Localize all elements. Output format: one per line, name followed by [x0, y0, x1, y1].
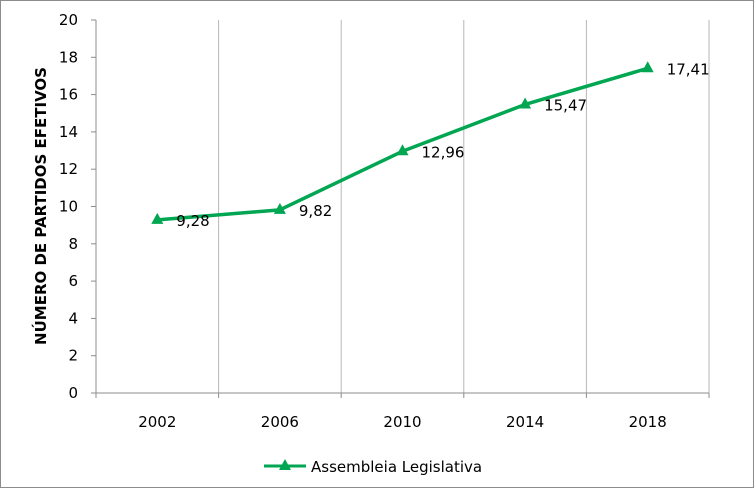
- legend-label: Assembleia Legislativa: [311, 458, 482, 476]
- data-labels: 9,28 9,82 12,96 15,47 17,41: [176, 60, 709, 230]
- x-tick-label: 2014: [506, 413, 544, 431]
- legend-marker-icon: [279, 459, 291, 470]
- data-point-marker: [273, 202, 286, 214]
- y-tick-label: 8: [68, 235, 78, 253]
- data-point-marker: [641, 61, 654, 73]
- axes: [91, 19, 710, 398]
- y-tick-label: 2: [68, 347, 78, 365]
- y-tick-label: 10: [59, 198, 78, 216]
- y-tick-label: 6: [68, 272, 78, 290]
- data-label: 15,47: [544, 96, 587, 114]
- y-tick-label: 4: [68, 309, 78, 327]
- y-axis-title: NÚMERO DE PARTIDOS EFETIVOS: [31, 67, 50, 345]
- series-line: [157, 66, 649, 222]
- series-layer: [151, 61, 654, 224]
- y-tick-label: 0: [68, 384, 78, 402]
- y-tick-label: 14: [59, 123, 78, 141]
- x-tick-label: 2002: [138, 413, 176, 431]
- y-tick-labels: 0 2 4 6 8 10 12 14 16 18 20: [59, 11, 78, 402]
- x-tick-label: 2006: [261, 413, 299, 431]
- x-tick-label: 2018: [629, 413, 667, 431]
- data-point-marker: [396, 144, 409, 156]
- x-tick-label: 2010: [383, 413, 421, 431]
- data-label: 9,82: [299, 202, 332, 220]
- data-label: 12,96: [422, 143, 465, 161]
- data-point-marker: [151, 212, 164, 224]
- data-label: 17,41: [667, 60, 710, 78]
- legend: Assembleia Legislativa: [264, 458, 482, 476]
- y-tick-label: 18: [59, 48, 78, 66]
- y-tick-label: 12: [59, 160, 78, 178]
- x-tick-labels: 2002 2006 2010 2014 2018: [138, 413, 667, 431]
- data-label: 9,28: [176, 212, 209, 230]
- data-point-marker: [519, 97, 532, 109]
- y-tick-label: 20: [59, 11, 78, 29]
- y-tick-label: 16: [59, 86, 78, 104]
- grid-lines: [218, 20, 710, 393]
